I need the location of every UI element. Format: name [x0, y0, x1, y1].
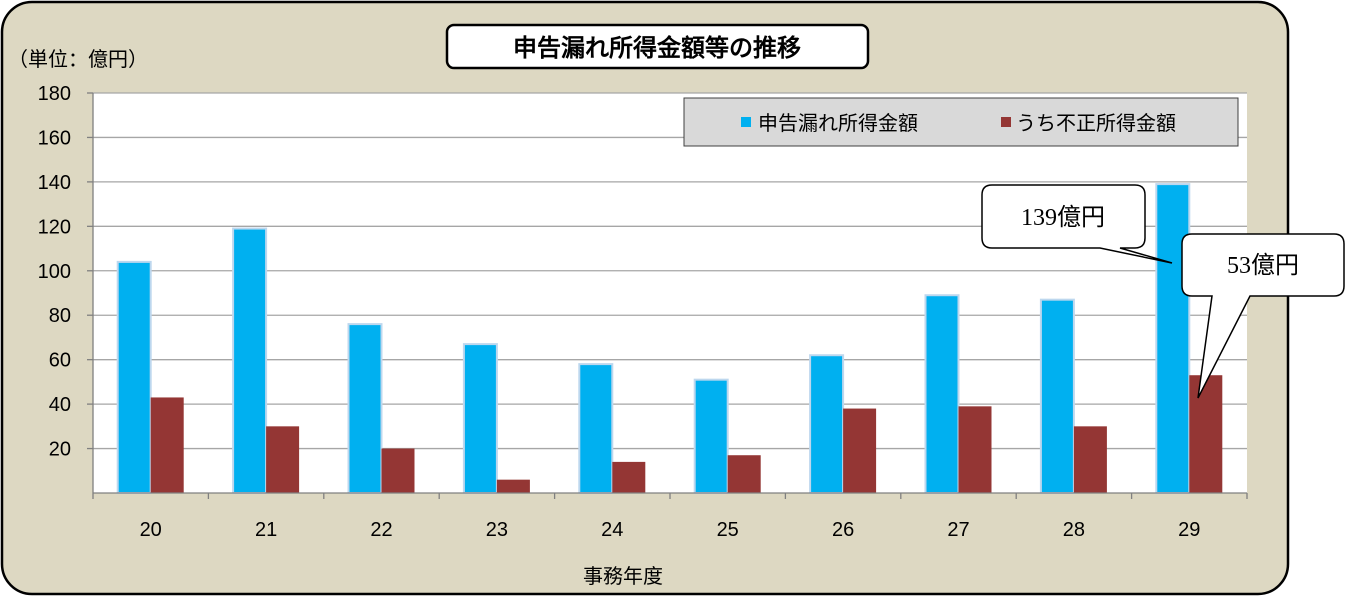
x-tick-label: 29: [1178, 519, 1200, 541]
bar-series-2: [1189, 375, 1223, 493]
legend-label-series-2: うち不正所得金額: [1016, 111, 1176, 135]
bar-series-1: [347, 323, 383, 494]
bars: [116, 183, 1223, 495]
bar-series-2: [266, 426, 300, 493]
bar-series-1: [1039, 298, 1075, 494]
y-tick-label: 100: [38, 261, 71, 283]
legend-swatch-series-1: [741, 117, 751, 127]
bar-series-1: [809, 354, 845, 494]
y-tick-label: 80: [49, 305, 71, 327]
x-tick-label: 22: [370, 519, 392, 541]
tick-labels: 20 40 60 80 100 120 140 160 180 20 21 22 23 24 25 26 27 2…: [38, 83, 1201, 541]
x-tick-label: 20: [140, 519, 162, 541]
x-tick-label: 21: [255, 519, 277, 541]
y-tick-label: 60: [49, 350, 71, 372]
bar-series-1: [232, 227, 268, 495]
x-tick-label: 25: [717, 519, 739, 541]
legend-box: [683, 97, 1239, 147]
title-box: [445, 23, 870, 70]
callout-series-1-max: 139億円: [981, 184, 1173, 264]
bar-series-2: [958, 406, 992, 493]
bar-series-2: [381, 448, 415, 493]
x-axis-label: 事務年度: [583, 564, 663, 588]
callout-bubble: [981, 184, 1173, 264]
x-tick-label: 24: [601, 519, 623, 541]
bar-series-1: [693, 378, 729, 494]
x-tick-label: 27: [947, 519, 969, 541]
y-tick-label: 180: [38, 83, 71, 105]
bar-series-2: [612, 461, 646, 493]
y-tick-label: 20: [49, 439, 71, 461]
callout-series-2-max: 53億円: [1181, 233, 1345, 399]
unit-label: （単位：億円）: [8, 47, 148, 71]
bar-series-1: [924, 294, 960, 494]
y-tick-label: 160: [38, 127, 71, 149]
bar-series-1: [116, 260, 152, 494]
x-tick-label: 26: [832, 519, 854, 541]
bar-series-2: [727, 455, 761, 493]
legend-label-series-1: 申告漏れ所得金額: [758, 111, 918, 135]
bar-series-2: [843, 408, 877, 493]
axes: [87, 92, 1248, 499]
bar-series-1: [1155, 183, 1191, 494]
y-tick-label: 140: [38, 172, 71, 194]
chart-title: 申告漏れ所得金額等の推移: [513, 34, 801, 62]
y-tick-label: 120: [38, 216, 71, 238]
bar-series-2: [150, 397, 184, 493]
bar-series-1: [462, 343, 498, 494]
callout-text: 139億円: [1021, 204, 1105, 231]
bar-series-1: [578, 363, 614, 494]
legend-swatch-series-2: [1001, 117, 1011, 127]
callout-text: 53億円: [1227, 252, 1299, 279]
callout-bubble: [1181, 233, 1345, 399]
x-tick-label: 23: [486, 519, 508, 541]
bar-series-2: [496, 479, 530, 493]
bar-series-2: [1073, 426, 1107, 493]
legend: 申告漏れ所得金額 うち不正所得金額: [683, 97, 1239, 147]
y-tick-label: 40: [49, 394, 71, 416]
x-tick-label: 28: [1063, 519, 1085, 541]
